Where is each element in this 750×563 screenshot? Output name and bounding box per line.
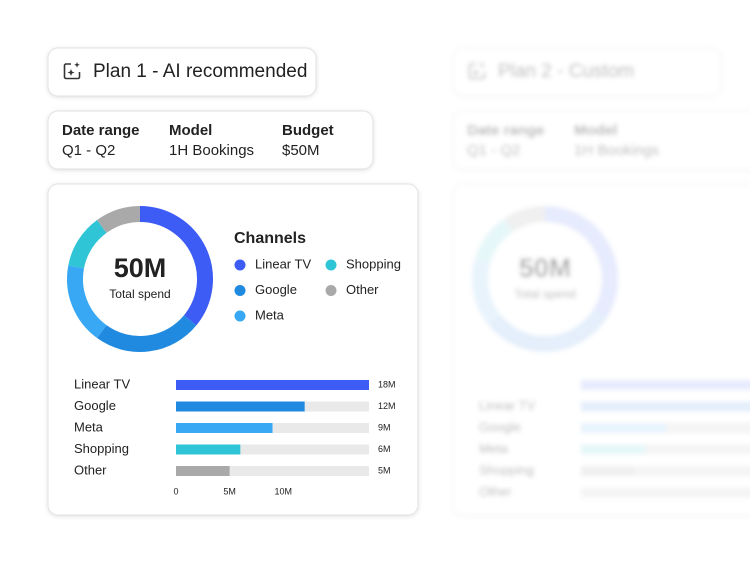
plan-tab bbox=[452, 47, 722, 97]
bar bbox=[581, 444, 646, 455]
bar-label: Linear TV bbox=[479, 398, 535, 413]
bar bbox=[176, 444, 241, 455]
icon-star-small bbox=[74, 62, 80, 68]
bar-label: Linear TV bbox=[74, 376, 130, 391]
bar-track bbox=[581, 466, 750, 476]
field-value: Q1 - Q2 bbox=[62, 142, 115, 159]
donut-segment bbox=[139, 206, 213, 326]
donut-center-value: 50M bbox=[114, 253, 167, 283]
icon-frame bbox=[468, 63, 486, 80]
bar-label: Google bbox=[74, 398, 116, 413]
field-value: Q1 - Q2 bbox=[467, 142, 520, 159]
plan-title: Plan 1 - AI recommended bbox=[93, 61, 307, 82]
bar-label: Meta bbox=[479, 441, 509, 456]
field-label: Date range bbox=[62, 122, 140, 139]
donut-center-label: Total spend bbox=[109, 287, 170, 301]
bar-label: Shopping bbox=[74, 441, 129, 456]
bar-value-label: 5M bbox=[378, 465, 391, 475]
bar bbox=[581, 380, 750, 390]
bar bbox=[581, 401, 750, 412]
bar-label: Shopping bbox=[479, 462, 534, 477]
donut-segment bbox=[472, 259, 501, 325]
donut-segment bbox=[488, 309, 607, 352]
bar bbox=[581, 466, 635, 476]
sparkle-icon bbox=[63, 62, 81, 80]
icon-star-small bbox=[479, 62, 485, 68]
field-label: Date range bbox=[467, 122, 545, 139]
donut-segment bbox=[67, 265, 107, 339]
legend-label: Other bbox=[346, 282, 379, 297]
donut-segment bbox=[97, 315, 197, 352]
bar-value-label: 18M bbox=[378, 379, 396, 389]
x-tick-label: 5M bbox=[223, 486, 236, 496]
icon-star bbox=[67, 69, 75, 76]
bar-value-label: 12M bbox=[378, 401, 396, 411]
plan: Plan 2 - Custom Date range Q1 - Q2 Model 1H … bbox=[452, 47, 750, 516]
legend-title: Channels bbox=[234, 230, 306, 247]
donut-segment bbox=[474, 218, 514, 265]
x-tick-label: 10M bbox=[274, 486, 292, 496]
donut-segment bbox=[97, 206, 141, 234]
bar-label: Google bbox=[479, 419, 521, 434]
donut-center-label: Total spend bbox=[514, 287, 575, 301]
bar-track bbox=[176, 466, 369, 476]
bar bbox=[581, 423, 667, 433]
bar-track bbox=[176, 444, 369, 455]
plan: Plan 1 - AI recommended Date range Q1 - Q2… bbox=[47, 47, 419, 516]
donut-segment bbox=[68, 219, 107, 269]
field-label: Budget bbox=[282, 122, 334, 139]
legend-swatch bbox=[325, 285, 337, 296]
legend-label: Shopping bbox=[346, 256, 401, 271]
bar-label: Other bbox=[74, 462, 107, 477]
card bbox=[452, 110, 750, 170]
legend-swatch bbox=[234, 310, 246, 322]
plan-title: Plan 2 - Custom bbox=[498, 61, 634, 82]
field-value: $50M bbox=[282, 142, 320, 159]
field-label: Model bbox=[574, 122, 617, 139]
bar-label: Other bbox=[479, 484, 512, 499]
bar bbox=[176, 401, 305, 412]
legend-label: Linear TV bbox=[255, 256, 311, 271]
donut-center-value: 50M bbox=[519, 253, 572, 283]
legend-swatch bbox=[325, 259, 337, 271]
plan-tab bbox=[47, 47, 317, 97]
bar-label: Meta bbox=[74, 419, 104, 434]
bar bbox=[176, 380, 369, 390]
bar-value-label: 6M bbox=[378, 444, 391, 454]
field-label: Model bbox=[169, 122, 212, 139]
legend-label: Meta bbox=[255, 307, 285, 322]
icon-frame bbox=[63, 63, 81, 80]
bar bbox=[176, 466, 230, 476]
bar-value-label: 9M bbox=[378, 422, 391, 432]
bar-track bbox=[581, 487, 750, 498]
field-value: 1H Bookings bbox=[574, 142, 659, 159]
field-value: 1H Bookings bbox=[169, 142, 254, 159]
bar-track bbox=[581, 444, 750, 455]
icon-star bbox=[472, 69, 480, 76]
bar bbox=[176, 423, 273, 433]
sparkle-icon bbox=[468, 62, 486, 80]
x-tick-label: 0 bbox=[173, 486, 178, 496]
card bbox=[47, 110, 374, 170]
legend-swatch bbox=[234, 259, 246, 271]
legend-swatch bbox=[234, 285, 246, 296]
donut-segment bbox=[504, 206, 546, 232]
legend-label: Google bbox=[255, 282, 297, 297]
donut-segment bbox=[544, 206, 618, 318]
